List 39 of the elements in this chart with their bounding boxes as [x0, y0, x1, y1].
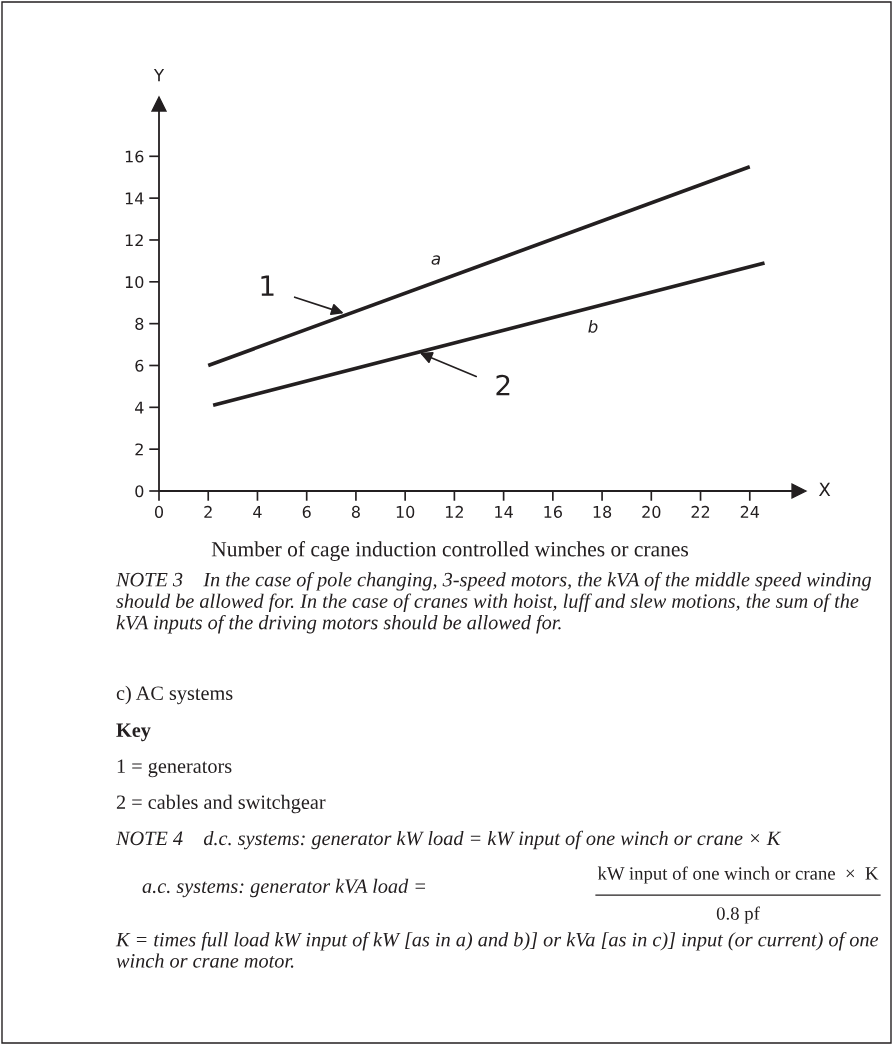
x-tick-label: 16	[544, 505, 562, 518]
x-tick-label: 20	[642, 505, 661, 518]
text: c) AC systems	[116, 685, 233, 705]
annotation: X	[818, 482, 831, 496]
text: kW input of one winch or crane × K	[597, 866, 879, 884]
y-tick-label: 6	[135, 359, 144, 372]
x-tick-label: 12	[445, 505, 463, 518]
x-tick-label: 14	[495, 506, 513, 518]
x-tick-label: 6	[302, 505, 311, 518]
text: 1 = generators	[117, 759, 232, 778]
annotation: 1	[261, 275, 274, 296]
y-tick-label: 2	[135, 443, 143, 456]
annotation: a	[431, 255, 441, 265]
x-tick-label: 2	[204, 505, 212, 518]
x-tick-label: 0	[154, 505, 164, 518]
text: NOTE 3 In the case of pole changing, 3-speed motors, the kVA of the middle speed winding should be allowed for. In the case of cranes with hoist, luff and slew motions, the sum of the kVA inputs of the driving motors should be allowed for.	[115, 572, 872, 634]
y-axis-title: Y	[153, 69, 165, 82]
y-tick-label: 16	[125, 150, 144, 163]
x-tick-label: 18	[593, 505, 612, 518]
x-tick-label: 24	[740, 505, 760, 518]
x-axis-title: Number of cage induction controlled winches or cranes	[211, 541, 689, 561]
annotation: 2	[496, 374, 510, 396]
x-tick-label: 4	[253, 506, 262, 518]
y-tick-label: 8	[135, 317, 144, 330]
y-tick-label: 4	[135, 401, 144, 414]
x-tick-label: 22	[691, 505, 710, 518]
text: NOTE 4 d.c. systems: generator kW load = kW input of one winch or crane × K	[115, 830, 782, 850]
annotation: b	[588, 319, 598, 333]
text: Key	[116, 723, 151, 742]
y-tick-label: 10	[125, 276, 144, 289]
y-tick-label: 12	[125, 234, 143, 247]
text: 2 = cables and switchgear	[116, 794, 326, 814]
y-tick-label: 14	[125, 192, 144, 205]
y-tick-label: 0	[135, 485, 144, 498]
text: a.c. systems: generator kVA load =	[142, 878, 426, 898]
x-tick-label: 10	[396, 505, 415, 518]
x-tick-label: 8	[351, 505, 360, 518]
text: K = times full load kW input of kW [as in a) and b)] or kVa [as in c)] input (or current) of one winch or crane motor.	[115, 932, 879, 968]
text: 0.8 pf	[716, 906, 760, 924]
